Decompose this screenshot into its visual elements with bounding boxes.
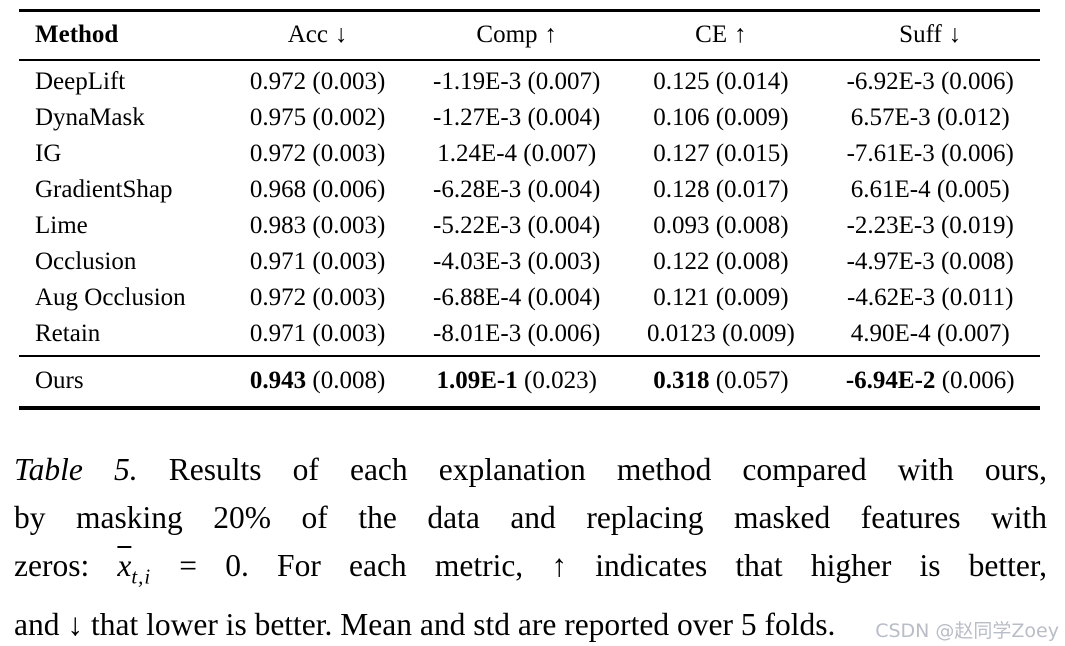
col-header-acc: Acc ↓ bbox=[223, 10, 413, 61]
caption-line-3-post: = 0. For each metric, ↑ indicates that h… bbox=[151, 548, 1047, 583]
cell-method: GradientShap bbox=[35, 176, 173, 203]
caption-line-2: by masking 20% of the data and replacing… bbox=[14, 500, 1047, 535]
cell-suff: 6.61E-4 (0.005) bbox=[850, 176, 1010, 203]
caption-line-1-text: Results of each explanation method compa… bbox=[137, 452, 1047, 487]
math-subscript: t,i bbox=[131, 565, 152, 589]
cell-comp: -6.28E-3 (0.004) bbox=[433, 176, 601, 203]
col-header-ce-label: CE bbox=[695, 21, 728, 48]
col-header-comp: Comp ↑ bbox=[412, 10, 622, 61]
cell-suff: -7.61E-3 (0.006) bbox=[846, 140, 1014, 167]
cell-method: Occlusion bbox=[35, 248, 137, 275]
cell-comp: -6.88E-4 (0.004) bbox=[433, 284, 601, 311]
cell-method: Ours bbox=[19, 355, 224, 408]
down-arrow-icon: ↓ bbox=[948, 21, 962, 48]
cell-comp: 1.09E-1 (0.023) bbox=[412, 355, 622, 408]
cell-comp: -1.27E-3 (0.004) bbox=[433, 104, 601, 131]
cell-ce: 0.0123 (0.009) bbox=[646, 320, 795, 347]
cell-acc: 0.943 (0.008) bbox=[223, 355, 413, 408]
cell-ce: 0.093 (0.008) bbox=[653, 212, 789, 239]
watermark: CSDN @赵同学Zoey bbox=[875, 620, 1059, 642]
cell-method: DynaMask bbox=[35, 104, 145, 131]
cell-ce: 0.106 (0.009) bbox=[653, 104, 789, 131]
col-header-acc-label: Acc bbox=[287, 21, 328, 48]
math-xbar: x bbox=[117, 548, 132, 583]
cell-suff: -6.94E-2 (0.006) bbox=[820, 355, 1040, 408]
ours-ce-mean: 0.318 bbox=[653, 367, 710, 394]
col-header-method: Method bbox=[19, 10, 224, 61]
cell-ce: 0.127 (0.015) bbox=[653, 140, 789, 167]
cell-acc: 0.972 (0.003) bbox=[249, 284, 386, 311]
ours-acc-std: (0.008) bbox=[312, 367, 386, 394]
cell-acc: 0.972 (0.003) bbox=[249, 68, 386, 95]
cell-method: IG bbox=[35, 140, 62, 167]
ours-comp-mean: 1.09E-1 bbox=[436, 367, 518, 394]
cell-acc: 0.971 (0.003) bbox=[249, 320, 386, 347]
cell-suff: -4.97E-3 (0.008) bbox=[846, 248, 1014, 275]
cell-comp: -4.03E-3 (0.003) bbox=[433, 248, 601, 275]
down-arrow-icon: ↓ bbox=[335, 21, 348, 48]
header-row: Method Acc ↓ Comp ↑ CE ↑ Suff ↓ bbox=[19, 10, 1040, 61]
col-header-suff: Suff ↓ bbox=[820, 10, 1040, 61]
cell-acc: 0.983 (0.003) bbox=[249, 212, 386, 239]
ours-acc-mean: 0.943 bbox=[249, 367, 307, 394]
cell-method: Retain bbox=[35, 320, 101, 347]
cell-ce: 0.121 (0.009) bbox=[653, 284, 789, 311]
ours-suff-mean: -6.94E-2 bbox=[845, 367, 936, 394]
caption-table-label: Table 5. bbox=[14, 452, 138, 487]
cell-suff: -2.23E-3 (0.019) bbox=[846, 212, 1014, 239]
cell-ce: 0.128 (0.017) bbox=[653, 176, 789, 203]
caption-line-3: zeros: xt,i = 0. For each metric, ↑ indi… bbox=[14, 542, 1047, 601]
table-caption: Table 5. Results of each explanation met… bbox=[14, 446, 1047, 646]
table-row: Occlusion 0.971 (0.003) -4.03E-3 (0.003)… bbox=[19, 244, 1040, 280]
cell-acc: 0.968 (0.006) bbox=[249, 176, 386, 203]
cell-method: Lime bbox=[35, 212, 88, 239]
cell-ce: 0.122 (0.008) bbox=[653, 248, 789, 275]
table-row: GradientShap 0.968 (0.006) -6.28E-3 (0.0… bbox=[19, 172, 1040, 208]
cell-suff: 4.90E-4 (0.007) bbox=[850, 320, 1010, 347]
cell-suff: -4.62E-3 (0.011) bbox=[847, 284, 1014, 311]
cell-acc: 0.972 (0.003) bbox=[249, 140, 386, 167]
table-row: Lime 0.983 (0.003) -5.22E-3 (0.004) 0.09… bbox=[19, 208, 1040, 244]
table-row: DeepLift 0.972 (0.003) -1.19E-3 (0.007) … bbox=[19, 60, 1040, 100]
results-table: Method Acc ↓ Comp ↑ CE ↑ Suff ↓ DeepLift 0.9… bbox=[19, 9, 1040, 410]
cell-method: DeepLift bbox=[35, 68, 126, 95]
table-row: Retain 0.971 (0.003) -8.01E-3 (0.006) 0.… bbox=[19, 316, 1040, 356]
ours-suff-std: (0.006) bbox=[941, 367, 1015, 394]
cell-comp: -1.19E-3 (0.007) bbox=[433, 68, 601, 95]
ours-row: Ours 0.943 (0.008) 1.09E-1 (0.023) 0.318… bbox=[19, 355, 1040, 408]
cell-comp: -5.22E-3 (0.004) bbox=[433, 212, 601, 239]
col-header-comp-label: Comp bbox=[476, 21, 538, 48]
cell-method: Aug Occlusion bbox=[35, 284, 186, 311]
up-arrow-icon: ↑ bbox=[734, 21, 747, 48]
cell-comp: -8.01E-3 (0.006) bbox=[433, 320, 601, 347]
caption-line-1: Table 5. Results of each explanation met… bbox=[14, 446, 1047, 494]
caption-line-3-pre: zeros: bbox=[14, 548, 118, 583]
cell-acc: 0.971 (0.003) bbox=[249, 248, 386, 275]
table-row: Aug Occlusion 0.972 (0.003) -6.88E-4 (0.… bbox=[19, 280, 1040, 316]
col-header-ce: CE ↑ bbox=[621, 10, 821, 61]
cell-suff: -6.92E-3 (0.006) bbox=[846, 68, 1014, 95]
cell-acc: 0.975 (0.002) bbox=[249, 104, 386, 131]
up-arrow-icon: ↑ bbox=[544, 21, 558, 48]
cell-suff: 6.57E-3 (0.012) bbox=[850, 104, 1010, 131]
caption-line-4: and ↓ that lower is better. Mean and std… bbox=[14, 607, 836, 643]
cell-ce: 0.125 (0.014) bbox=[653, 68, 789, 95]
table-row: IG 0.972 (0.003) 1.24E-4 (0.007) 0.127 (… bbox=[19, 136, 1040, 172]
ours-comp-std: (0.023) bbox=[524, 367, 597, 394]
col-header-suff-label: Suff bbox=[899, 21, 942, 48]
table-row: DynaMask 0.975 (0.002) -1.27E-3 (0.004) … bbox=[19, 100, 1040, 136]
cell-comp: 1.24E-4 (0.007) bbox=[437, 140, 597, 167]
cell-ce: 0.318 (0.057) bbox=[621, 355, 821, 408]
ours-ce-std: (0.057) bbox=[715, 367, 789, 394]
